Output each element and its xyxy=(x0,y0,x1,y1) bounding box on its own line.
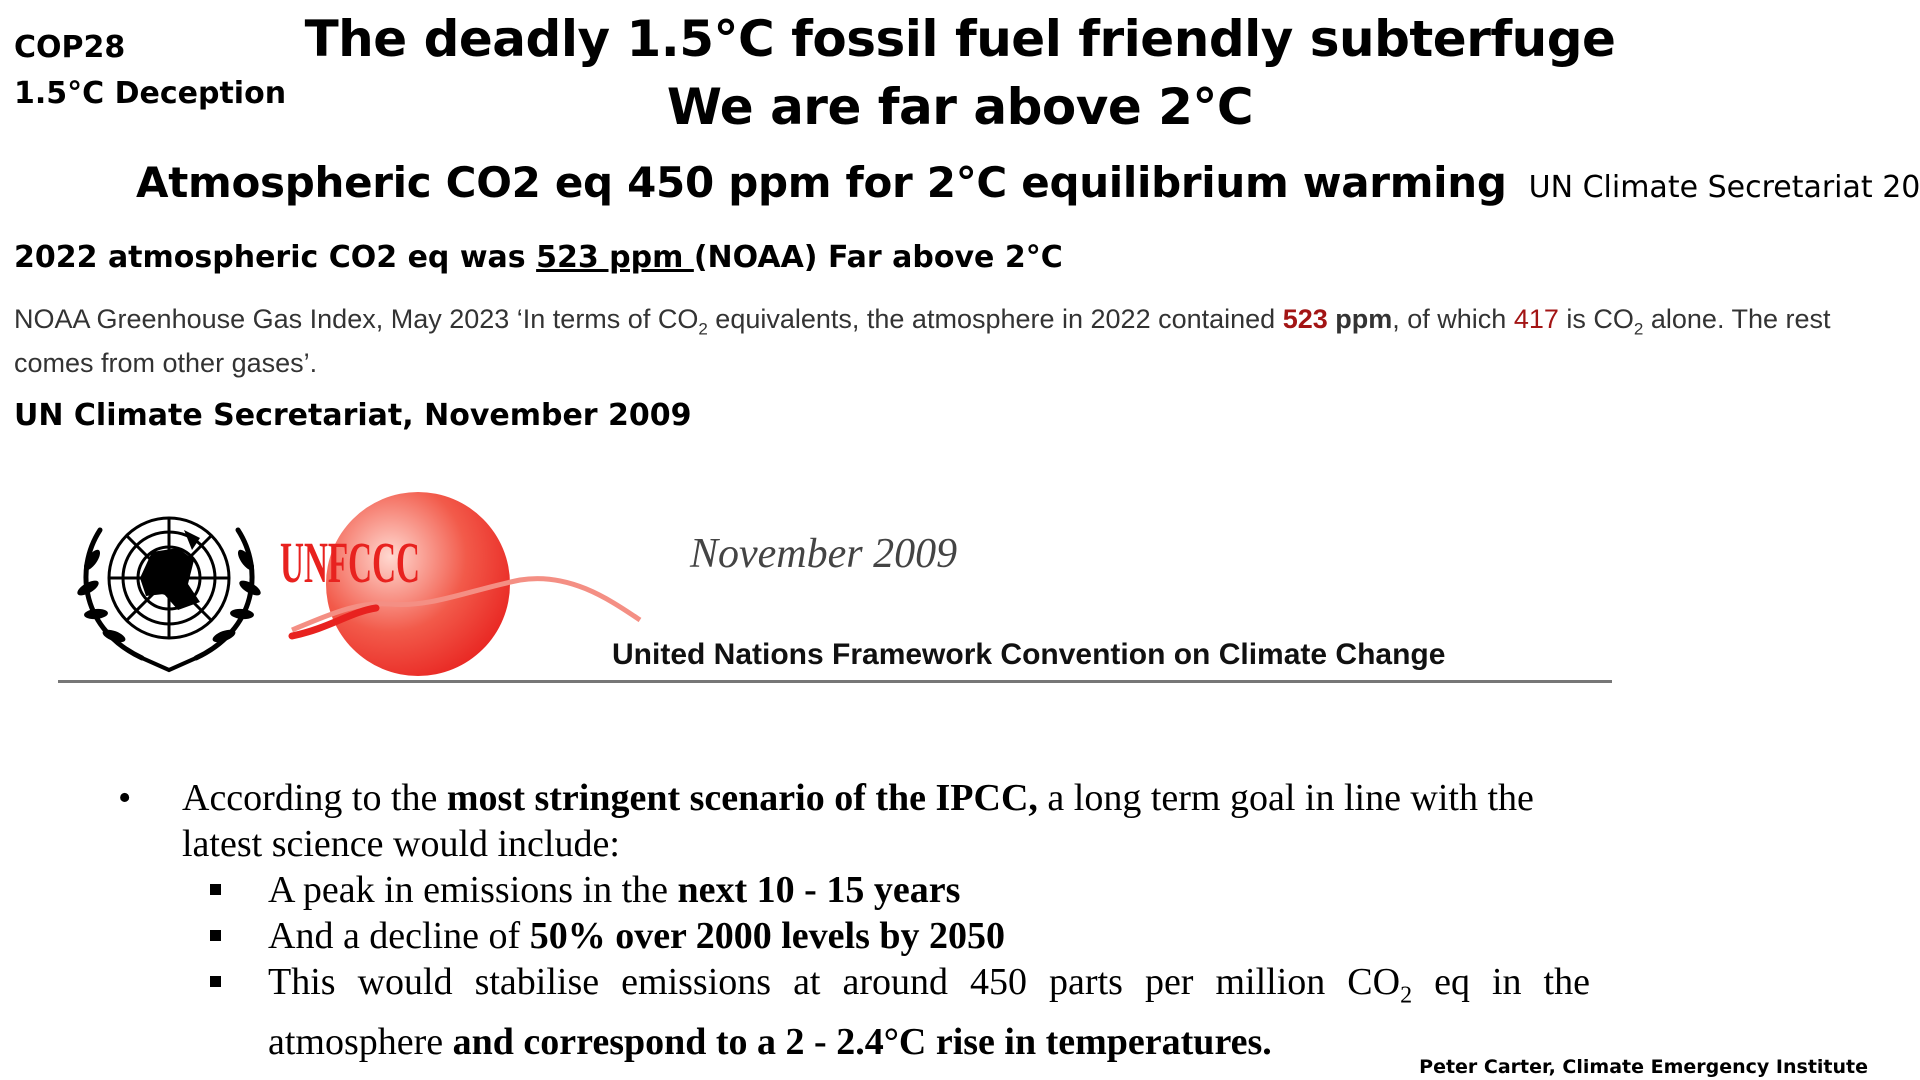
claim-suffix: (NOAA) Far above 2°C xyxy=(693,240,1063,275)
noaa-text: NOAA Greenhouse Gas Index, May 2023 ‘In … xyxy=(14,304,699,334)
excerpt-text: This would stabilise emissions at around… xyxy=(268,961,1401,1003)
square-bullet-icon xyxy=(210,930,221,941)
subtitle-source: UN Climate Secretariat 2009 xyxy=(1528,170,1920,205)
excerpt-text: A peak in emissions in the xyxy=(268,869,678,911)
excerpt-text: eq in the atmosphere xyxy=(268,961,1590,1063)
sub-bullet-item: A peak in emissions in the next 10 - 15 … xyxy=(110,867,1590,913)
excerpt-bold: most stringent scenario of the IPCC, xyxy=(446,777,1038,819)
un-emblem-icon xyxy=(77,516,261,673)
unfccc-logo-text: UNFCCC xyxy=(280,530,420,595)
unfccc-letterhead: UNFCCC November 2009 United Nations Fram… xyxy=(40,480,1660,690)
slide-title: The deadly 1.5°C fossil fuel friendly su… xyxy=(304,10,1616,68)
section-heading: UN Climate Secretariat, November 2009 xyxy=(14,398,692,433)
claim-prefix: 2022 atmospheric CO2 eq was xyxy=(14,240,537,275)
square-bullet-icon xyxy=(210,976,221,987)
sub-bullet-item: This would stabilise emissions at around… xyxy=(110,959,1590,1065)
noaa-text: , of which xyxy=(1392,304,1514,334)
co2-claim: 2022 atmospheric CO2 eq was 523 ppm (NOA… xyxy=(14,240,1063,275)
subtitle: Atmospheric CO2 eq 450 ppm for 2°C equil… xyxy=(136,158,1507,207)
sun-circle xyxy=(326,492,510,676)
subscript: 2 xyxy=(1633,319,1644,339)
excerpt-text: a long term goal in line with the latest… xyxy=(182,777,1534,865)
noaa-text: equivalents, the atmosphere in 2022 cont… xyxy=(707,304,1283,334)
excerpt-bold: 50% over 2000 levels by 2050 xyxy=(529,915,1006,957)
noaa-quote: NOAA Greenhouse Gas Index, May 2023 ‘In … xyxy=(14,302,1894,380)
event-tag: COP28 xyxy=(14,30,126,65)
noaa-text: alone. The rest comes from other gases’. xyxy=(14,304,1831,379)
square-bullet-icon xyxy=(210,884,221,895)
excerpt-text: And a decline of xyxy=(268,915,530,957)
claim-value: 523 ppm xyxy=(536,240,694,275)
excerpt-bold: and correspond to a 2 - 2.4°C rise in te… xyxy=(452,1020,1272,1063)
author-credit: Peter Carter, Climate Emergency Institut… xyxy=(1419,1056,1868,1078)
subtitle-row: Atmospheric CO2 eq 450 ppm for 2°C equil… xyxy=(136,158,1920,207)
letter-date: November 2009 xyxy=(690,531,958,577)
slide-title-line-2: We are far above 2°C xyxy=(666,78,1254,136)
letterhead-divider xyxy=(58,680,1612,683)
swoosh-line xyxy=(291,576,642,633)
unfccc-logo: UNFCCC xyxy=(280,492,642,676)
noaa-value-417: 417 xyxy=(1513,304,1559,334)
unfccc-excerpt: • According to the most stringent scenar… xyxy=(110,775,1590,1065)
noaa-value-523: 523 xyxy=(1282,304,1328,334)
swoosh-accent xyxy=(288,604,380,640)
excerpt-bold: next 10 - 15 years xyxy=(677,869,961,911)
subscript: 2 xyxy=(1400,982,1413,1009)
noaa-unit: ppm xyxy=(1327,304,1393,334)
bullet-dot: • xyxy=(118,777,132,819)
sub-bullet-item: And a decline of 50% over 2000 levels by… xyxy=(110,913,1590,959)
noaa-text: is CO xyxy=(1558,304,1634,334)
bullet-item: • According to the most stringent scenar… xyxy=(110,775,1590,867)
subscript: 2 xyxy=(698,319,708,339)
excerpt-text: According to the xyxy=(182,777,447,819)
organization-name: United Nations Framework Convention on C… xyxy=(612,638,1446,671)
topic-tag: 1.5°C Deception xyxy=(14,76,287,111)
